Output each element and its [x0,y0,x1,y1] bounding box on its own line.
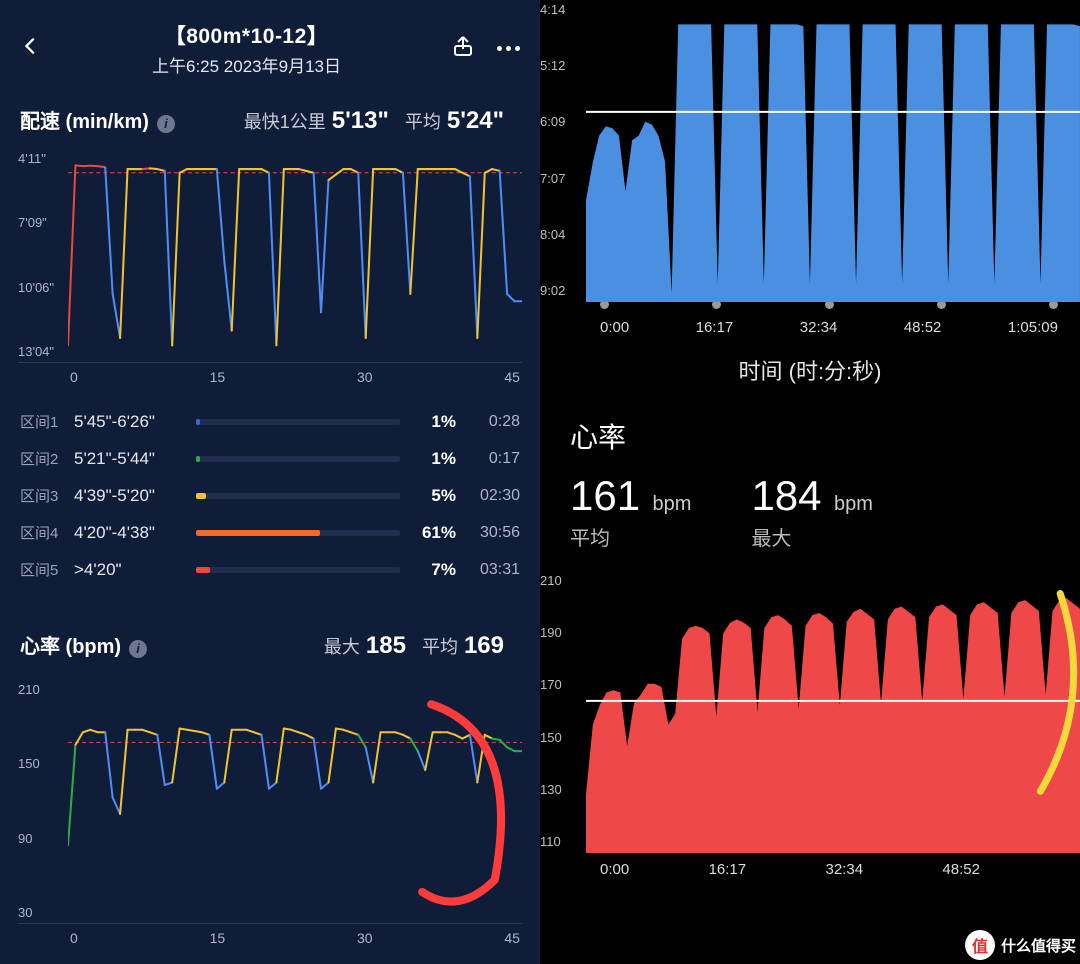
pace-zones: 区间1 5'45"-6'26" 1% 0:28区间2 5'21"-5'44" 1… [0,385,540,608]
r-hr-avg: 161 bpm 平均 [570,472,691,551]
right-app: 4:145:126:097:078:049:02 0:0016:1732:344… [540,0,1080,964]
zone-pct: 1% [412,449,456,469]
zone-row: 区间1 5'45"-6'26" 1% 0:28 [20,403,520,440]
zone-row: 区间4 4'20"-4'38" 61% 30:56 [20,514,520,551]
zone-pct: 1% [412,412,456,432]
pace-label: 配速 (min/km) [20,105,149,134]
hr-max-value: 185 [366,632,406,660]
watermark: 值 什么值得买 [965,930,1076,960]
zone-bar [196,456,400,462]
back-button[interactable] [20,35,42,62]
r-hr-max: 184 bpm 最大 [751,472,872,551]
header-titles: 【800m*10-12】 上午6:25 2023年9月13日 [42,20,451,77]
page-subtitle: 上午6:25 2023年9月13日 [42,52,451,77]
zone-row: 区间5 >4'20" 7% 03:31 [20,551,520,588]
time-axis-label: 时间 (时:分:秒) [540,354,1080,386]
r-hr-x-axis: 0:0016:1732:3448:52 [540,851,1080,878]
nav-header: 【800m*10-12】 上午6:25 2023年9月13日 [0,0,540,83]
r-hr-avg-unit: bpm [653,493,692,515]
r-hr-plot [586,571,1080,853]
r-hr-title: 心率 [540,386,1080,472]
zone-time: 30:56 [468,524,520,542]
zone-label: 区间5 [20,559,62,580]
zone-bar [196,493,400,499]
r-pace-chart: 4:145:126:097:078:049:02 [540,0,1080,300]
r-hr-avg-label: 平均 [570,522,691,551]
pace-plot [68,143,522,355]
pace-avg-label: 平均 [405,108,441,134]
r-pace-y-axis: 4:145:126:097:078:049:02 [540,0,590,300]
hr-max-label: 最大 [324,633,360,659]
zone-label: 区间2 [20,448,62,469]
zone-pct: 61% [412,523,456,543]
more-icon[interactable] [497,46,520,51]
pace-fastest-value: 5'13" [332,107,389,135]
zone-row: 区间3 4'39"-5'20" 5% 02:30 [20,477,520,514]
zone-range: >4'20" [74,560,184,580]
header-actions [451,34,520,63]
r-hr-max-value: 184 [751,472,821,520]
r-hr-stats: 161 bpm 平均 184 bpm 最大 [540,472,1080,551]
r-hr-avg-value: 161 [570,472,640,520]
hr-avg-value: 169 [464,632,504,660]
zone-range: 5'21"-5'44" [74,449,184,469]
r-pace-plot [586,0,1080,302]
hr-plot [68,674,522,916]
pace-y-axis: 4'11"7'09"10'06"13'04" [18,143,68,362]
zone-bar [196,530,400,536]
pace-chart: 4'11"7'09"10'06"13'04" [18,143,522,363]
zone-bar [196,419,400,425]
pace-fastest-label: 最快1公里 [244,108,326,134]
r-hr-chart: 210190170150130110 [540,571,1080,851]
zone-row: 区间2 5'21"-5'44" 1% 0:17 [20,440,520,477]
pace-x-axis: 0153045 [0,363,540,385]
watermark-icon: 值 [965,930,995,960]
page-title: 【800m*10-12】 [42,20,451,50]
zone-range: 4'20"-4'38" [74,523,184,543]
zone-time: 0:17 [468,450,520,468]
left-app: 【800m*10-12】 上午6:25 2023年9月13日 配速 (min/k… [0,0,540,964]
info-icon[interactable]: i [157,115,175,133]
zone-time: 0:28 [468,413,520,431]
pace-header: 配速 (min/km) i 最快1公里 5'13" 平均 5'24" [0,83,540,143]
hr-avg-label: 平均 [422,633,458,659]
zone-range: 4'39"-5'20" [74,486,184,506]
watermark-text: 什么值得买 [1001,935,1076,956]
zone-time: 02:30 [468,487,520,505]
zone-pct: 7% [412,560,456,580]
zone-label: 区间1 [20,411,62,432]
hr-chart: 2101509030 [18,674,522,924]
info-icon[interactable]: i [129,640,147,658]
hr-x-axis: 0153045 [0,924,540,946]
hr-label: 心率 (bpm) [20,630,121,659]
r-hr-max-label: 最大 [751,522,872,551]
zone-time: 03:31 [468,561,520,579]
zone-label: 区间3 [20,485,62,506]
hr-header: 心率 (bpm) i 最大 185 平均 169 [0,608,540,668]
r-hr-max-unit: bpm [834,493,873,515]
zone-pct: 5% [412,486,456,506]
zone-label: 区间4 [20,522,62,543]
share-icon[interactable] [451,34,475,63]
r-pace-x-axis: 0:0016:1732:3448:521:05:09 [540,309,1080,336]
pace-avg-value: 5'24" [447,107,504,135]
r-hr-y-axis: 210190170150130110 [540,571,590,851]
hr-y-axis: 2101509030 [18,674,68,923]
zone-range: 5'45"-6'26" [74,412,184,432]
zone-bar [196,567,400,573]
